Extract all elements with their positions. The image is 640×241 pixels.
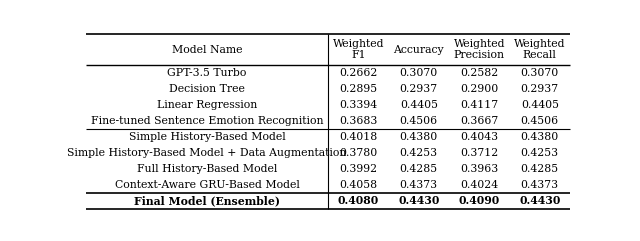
Text: 0.4430: 0.4430 bbox=[519, 195, 561, 206]
Text: 0.3070: 0.3070 bbox=[521, 68, 559, 78]
Text: 0.2662: 0.2662 bbox=[339, 68, 378, 78]
Text: 0.2937: 0.2937 bbox=[521, 84, 559, 94]
Text: 0.2582: 0.2582 bbox=[460, 68, 499, 78]
Text: 0.3667: 0.3667 bbox=[460, 116, 499, 126]
Text: Weighted
F1: Weighted F1 bbox=[333, 39, 384, 60]
Text: Model Name: Model Name bbox=[172, 45, 242, 55]
Text: 0.4405: 0.4405 bbox=[521, 100, 559, 110]
Text: Simple History-Based Model + Data Augmentation: Simple History-Based Model + Data Augmen… bbox=[67, 148, 347, 158]
Text: 0.4373: 0.4373 bbox=[521, 180, 559, 190]
Text: Simple History-Based Model: Simple History-Based Model bbox=[129, 132, 285, 142]
Text: 0.4018: 0.4018 bbox=[339, 132, 378, 142]
Text: 0.4253: 0.4253 bbox=[400, 148, 438, 158]
Text: 0.3394: 0.3394 bbox=[339, 100, 378, 110]
Text: 0.4373: 0.4373 bbox=[400, 180, 438, 190]
Text: 0.3963: 0.3963 bbox=[460, 164, 499, 174]
Text: 0.4285: 0.4285 bbox=[400, 164, 438, 174]
Text: 0.4430: 0.4430 bbox=[398, 195, 440, 206]
Text: Decision Tree: Decision Tree bbox=[169, 84, 245, 94]
Text: 0.3992: 0.3992 bbox=[339, 164, 378, 174]
Text: 0.4080: 0.4080 bbox=[338, 195, 379, 206]
Text: 0.4506: 0.4506 bbox=[521, 116, 559, 126]
Text: 0.3780: 0.3780 bbox=[339, 148, 378, 158]
Text: Final Model (Ensemble): Final Model (Ensemble) bbox=[134, 195, 280, 206]
Text: Fine-tuned Sentence Emotion Recognition: Fine-tuned Sentence Emotion Recognition bbox=[91, 116, 323, 126]
Text: GPT-3.5 Turbo: GPT-3.5 Turbo bbox=[167, 68, 246, 78]
Text: 0.3070: 0.3070 bbox=[399, 68, 438, 78]
Text: 0.4090: 0.4090 bbox=[459, 195, 500, 206]
Text: 0.4506: 0.4506 bbox=[400, 116, 438, 126]
Text: Linear Regression: Linear Regression bbox=[157, 100, 257, 110]
Text: Weighted
Precision: Weighted Precision bbox=[454, 39, 505, 60]
Text: 0.4405: 0.4405 bbox=[400, 100, 438, 110]
Text: 0.4058: 0.4058 bbox=[339, 180, 378, 190]
Text: 0.3683: 0.3683 bbox=[339, 116, 378, 126]
Text: 0.2900: 0.2900 bbox=[460, 84, 499, 94]
Text: Weighted
Recall: Weighted Recall bbox=[514, 39, 566, 60]
Text: Accuracy: Accuracy bbox=[394, 45, 444, 55]
Text: 0.3712: 0.3712 bbox=[460, 148, 499, 158]
Text: 0.4380: 0.4380 bbox=[521, 132, 559, 142]
Text: 0.4117: 0.4117 bbox=[460, 100, 499, 110]
Text: 0.4253: 0.4253 bbox=[521, 148, 559, 158]
Text: 0.4024: 0.4024 bbox=[460, 180, 499, 190]
Text: 0.4380: 0.4380 bbox=[399, 132, 438, 142]
Text: 0.4285: 0.4285 bbox=[521, 164, 559, 174]
Text: Context-Aware GRU-Based Model: Context-Aware GRU-Based Model bbox=[115, 180, 300, 190]
Text: 0.4043: 0.4043 bbox=[460, 132, 499, 142]
Text: Full History-Based Model: Full History-Based Model bbox=[137, 164, 277, 174]
Text: 0.2895: 0.2895 bbox=[339, 84, 378, 94]
Text: 0.2937: 0.2937 bbox=[400, 84, 438, 94]
